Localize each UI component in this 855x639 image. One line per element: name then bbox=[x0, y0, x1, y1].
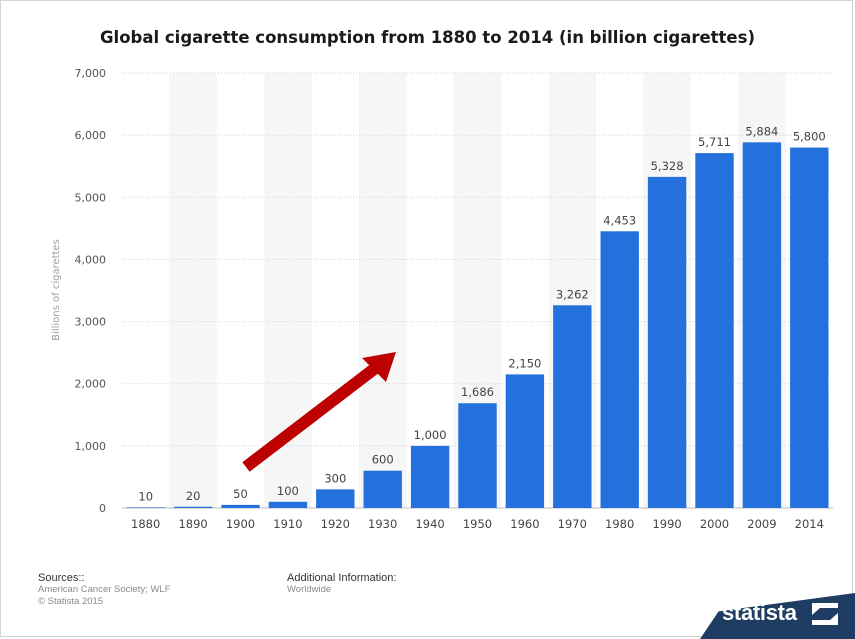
bar[interactable] bbox=[600, 231, 639, 508]
bar-value-label: 1,000 bbox=[414, 428, 447, 442]
bar[interactable] bbox=[221, 504, 260, 508]
x-tick-label: 1940 bbox=[415, 517, 444, 531]
y-axis-label: Billions of cigarettes bbox=[51, 239, 62, 341]
bar-value-label: 3,262 bbox=[556, 287, 589, 301]
sources-line: American Cancer Society; WLF bbox=[38, 584, 171, 595]
x-tick-label: 1880 bbox=[131, 517, 160, 531]
statista-logo-icon bbox=[812, 603, 838, 625]
bar-value-label: 4,453 bbox=[603, 213, 636, 227]
sources-title: Sources:: bbox=[38, 572, 85, 584]
x-tick-label: 2000 bbox=[700, 517, 729, 531]
bar-value-label: 1,686 bbox=[461, 385, 494, 399]
bar[interactable] bbox=[316, 489, 355, 508]
bar-value-label: 5,328 bbox=[651, 159, 684, 173]
bar-value-label: 20 bbox=[186, 489, 201, 503]
additional-info-title: Additional Information: bbox=[287, 572, 397, 584]
plot-band bbox=[169, 73, 217, 508]
y-tick-label: 4,000 bbox=[75, 253, 107, 266]
x-tick-label: 1890 bbox=[178, 517, 207, 531]
bar[interactable] bbox=[647, 176, 687, 508]
x-tick-label: 1970 bbox=[558, 517, 587, 531]
bar-value-label: 2,150 bbox=[508, 356, 541, 370]
copyright-line: © Statista 2015 bbox=[38, 596, 104, 607]
bar[interactable] bbox=[553, 305, 592, 508]
bar[interactable] bbox=[458, 403, 497, 508]
statista-logo[interactable]: statista bbox=[722, 600, 797, 625]
x-tick-label: 1960 bbox=[510, 517, 539, 531]
y-tick-label: 2,000 bbox=[75, 378, 107, 391]
y-tick-label: 3,000 bbox=[75, 316, 107, 329]
bar[interactable] bbox=[126, 507, 165, 508]
bar-value-label: 50 bbox=[233, 487, 248, 501]
bar-value-label: 5,800 bbox=[793, 130, 826, 144]
x-tick-label: 2014 bbox=[795, 517, 824, 531]
bar[interactable] bbox=[790, 147, 829, 509]
red-arrow-annotation bbox=[242, 352, 396, 472]
chart-title: Global cigarette consumption from 1880 t… bbox=[100, 28, 755, 47]
bar[interactable] bbox=[173, 506, 213, 508]
bar[interactable] bbox=[742, 142, 782, 508]
x-tick-label: 1920 bbox=[321, 517, 350, 531]
y-tick-label: 7,000 bbox=[75, 67, 107, 80]
bar[interactable] bbox=[695, 153, 734, 508]
bar-value-label: 100 bbox=[277, 484, 299, 498]
x-tick-label: 1900 bbox=[226, 517, 255, 531]
bar[interactable] bbox=[505, 374, 545, 508]
bar-value-label: 300 bbox=[324, 471, 346, 485]
bar-value-label: 5,711 bbox=[698, 135, 731, 149]
bar-value-label: 600 bbox=[372, 453, 394, 467]
x-tick-label: 1910 bbox=[273, 517, 302, 531]
plot-band bbox=[359, 73, 407, 508]
y-tick-label: 1,000 bbox=[75, 440, 107, 453]
additional-info-block: Additional Information: Worldwide bbox=[287, 572, 396, 596]
additional-info-line: Worldwide bbox=[287, 584, 332, 595]
x-tick-label: 1980 bbox=[605, 517, 634, 531]
x-tick-label: 2009 bbox=[747, 517, 776, 531]
bar[interactable] bbox=[363, 470, 402, 508]
y-tick-label: 0 bbox=[99, 502, 106, 515]
plot-area: 0 1,000 2,000 3,000 4,000 5,000 6,000 7,000 10 2… bbox=[51, 67, 833, 531]
x-tick-label: 1930 bbox=[368, 517, 397, 531]
bar[interactable] bbox=[410, 445, 450, 508]
bar-value-label: 5,884 bbox=[745, 124, 778, 138]
bar-value-label: 10 bbox=[138, 489, 153, 503]
bar[interactable] bbox=[268, 501, 308, 508]
y-tick-label: 6,000 bbox=[75, 129, 107, 142]
x-tick-label: 1990 bbox=[652, 517, 681, 531]
x-tick-label: 1950 bbox=[463, 517, 492, 531]
sources-block: Sources:: American Cancer Society; WLF ©… bbox=[38, 572, 171, 608]
y-tick-label: 5,000 bbox=[75, 191, 107, 204]
